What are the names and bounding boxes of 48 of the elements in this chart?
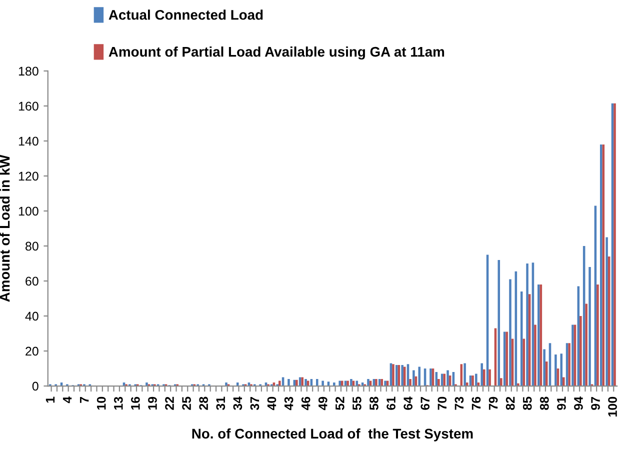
x-tick-label: 28	[199, 396, 208, 410]
x-tick-label: 85	[522, 396, 532, 410]
y-tick-label: 80	[26, 242, 38, 251]
x-tick-label: 49	[318, 396, 328, 410]
x-tick-label: 31	[216, 396, 226, 410]
x-tick-label: 10	[96, 396, 106, 410]
legend-label: Actual Connected Load	[108, 10, 263, 20]
y-tick-label: 0	[32, 382, 38, 391]
x-tick-label: 55	[352, 396, 362, 410]
x-tick-label: 82	[506, 396, 515, 410]
y-tick-label: 20	[26, 346, 38, 356]
y-tick-label: 140	[18, 136, 38, 146]
x-tick-label: 52	[335, 396, 344, 410]
y-tick-label: 40	[25, 312, 38, 321]
y-tick-label: 100	[18, 206, 38, 216]
x-axis-title: No. of Connected Load of the Test System	[192, 428, 473, 442]
x-tick-label: 70	[438, 396, 447, 410]
x-tick-label: 46	[301, 396, 310, 410]
x-tick-label: 40	[267, 396, 276, 410]
x-tick-label: 4	[62, 396, 72, 404]
x-tick-label: 91	[557, 396, 566, 410]
x-tick-label: 88	[540, 396, 549, 410]
x-tick-label: 37	[250, 396, 260, 410]
x-tick-label: 43	[284, 396, 294, 410]
y-axis-title: Amount of Load in kW	[0, 154, 10, 302]
y-tick-label: 60	[26, 276, 38, 286]
x-tick-label: 67	[420, 396, 430, 410]
y-tick-label: 160	[18, 102, 38, 111]
x-tick-label: 73	[454, 396, 464, 410]
x-tick-label: 13	[114, 396, 123, 410]
y-tick-label: 120	[18, 172, 38, 181]
x-tick-label: 94	[574, 396, 583, 410]
x-tick-label: 79	[488, 396, 498, 410]
x-tick-label: 100	[608, 396, 617, 416]
x-tick-label: 22	[165, 396, 174, 410]
x-tick-label: 34	[233, 396, 242, 410]
y-tick-label: 180	[18, 66, 38, 76]
x-tick-label: 76	[472, 396, 481, 410]
x-tick-label: 19	[148, 396, 157, 410]
x-tick-label: 1	[46, 396, 55, 403]
x-tick-label: 97	[591, 396, 600, 410]
x-tick-label: 64	[404, 396, 412, 410]
x-tick-label: 25	[182, 396, 191, 410]
x-tick-label: 7	[80, 396, 89, 403]
x-tick-label: 58	[370, 396, 378, 410]
legend-label: Amount of Partial Load Available using GA at 11am	[108, 46, 444, 60]
x-tick-label: 16	[131, 396, 140, 410]
x-tick-label: 61	[386, 396, 396, 410]
